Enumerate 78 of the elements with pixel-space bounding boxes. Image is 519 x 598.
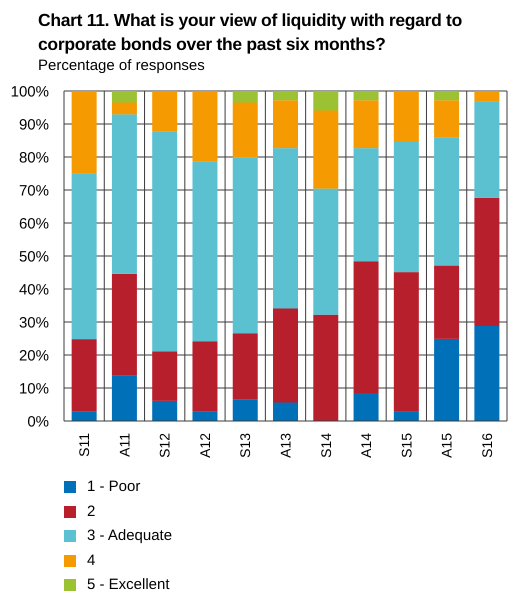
x-tick-label: S12 (156, 432, 173, 458)
bar (354, 100, 379, 148)
bar (232, 91, 258, 103)
bar (313, 91, 338, 110)
y-tick-label: 10% (18, 380, 49, 398)
y-tick-label: 30% (18, 314, 49, 332)
x-tick-label: A13 (278, 432, 294, 458)
y-tick-label: 60% (18, 215, 49, 232)
bar (273, 91, 298, 100)
bar (112, 274, 137, 376)
legend-label: 5 - Excellent (87, 576, 170, 594)
bar (192, 412, 218, 421)
legend-label: 3 - Adequate (87, 527, 172, 546)
x-tick-label: S11 (76, 432, 92, 457)
bar (112, 376, 137, 421)
y-tick-label: 90% (18, 116, 49, 134)
bar (394, 272, 419, 412)
bar (354, 148, 379, 262)
bar (232, 158, 258, 334)
bar (232, 399, 258, 421)
bar (72, 91, 97, 174)
legend-label: 2 (87, 502, 96, 521)
y-tick-label: 80% (18, 149, 49, 166)
bar (474, 91, 500, 102)
bar (112, 91, 137, 103)
bar (434, 266, 460, 339)
bar (474, 326, 500, 421)
bar (72, 411, 97, 421)
y-tick-label: 40% (18, 281, 49, 298)
bar (354, 392, 379, 421)
x-tick-label: A12 (196, 432, 213, 458)
bar (394, 91, 419, 142)
y-tick-label: 50% (18, 248, 49, 266)
bar (152, 132, 178, 352)
bar (313, 314, 338, 421)
bar (72, 339, 97, 412)
x-tick-label: A14 (358, 432, 374, 458)
bar (474, 102, 500, 198)
bar (112, 102, 137, 114)
bar (192, 91, 218, 162)
x-tick-label: S15 (398, 432, 414, 458)
bar (192, 162, 218, 342)
bar (434, 91, 460, 100)
bar (273, 100, 298, 148)
bar (394, 141, 419, 272)
bar (434, 100, 460, 138)
bar (394, 411, 419, 421)
bar (273, 402, 298, 421)
bar (72, 174, 97, 340)
bar (192, 341, 218, 412)
bar (232, 334, 258, 400)
x-tick-label: A11 (116, 432, 132, 457)
y-tick-label: 0% (27, 413, 49, 430)
x-tick-label: S13 (237, 432, 254, 458)
x-tick-label: S14 (318, 432, 334, 458)
chart-title: Chart 11. What is your view of liquidity with regard to corporate bonds over the past six months? (38, 9, 463, 56)
y-tick-label: 20% (18, 347, 49, 364)
bar (152, 351, 178, 401)
bar (152, 91, 178, 132)
bar (313, 188, 338, 315)
y-tick-label: 70% (18, 182, 49, 200)
chart-subtitle: Percentage of responses (38, 56, 206, 76)
bar (112, 114, 137, 274)
legend-label: 4 (87, 552, 96, 570)
bar (474, 198, 500, 326)
x-tick-label: S16 (478, 432, 495, 458)
bar (273, 308, 298, 403)
bar (313, 110, 338, 189)
bar (434, 137, 460, 266)
bar (273, 148, 298, 308)
bar (354, 91, 379, 100)
bar (232, 102, 258, 158)
bar (434, 338, 460, 421)
x-tick-label: A15 (438, 432, 455, 458)
bar (354, 261, 379, 393)
y-tick-label: 100% (10, 83, 49, 100)
legend-label: 1 - Poor (87, 478, 140, 496)
bar (152, 400, 178, 421)
